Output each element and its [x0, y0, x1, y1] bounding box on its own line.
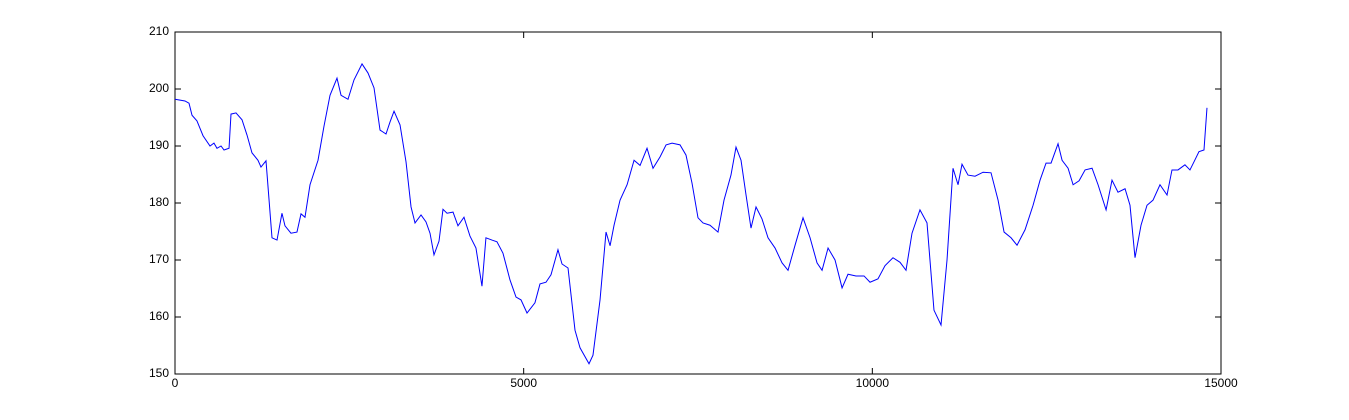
y-tick-label: 150 — [149, 366, 169, 380]
x-tick-label: 15000 — [1204, 376, 1238, 390]
y-tick-label: 180 — [149, 195, 169, 209]
x-tick-label: 10000 — [856, 376, 890, 390]
plot-area — [174, 31, 1222, 375]
y-tick-label: 200 — [149, 81, 169, 95]
y-tick-label: 160 — [149, 309, 169, 323]
x-tick-label: 0 — [172, 376, 179, 390]
y-tick-label: 190 — [149, 138, 169, 152]
x-tick-label: 5000 — [510, 376, 537, 390]
data-line — [174, 62, 1208, 365]
y-tick-label: 170 — [149, 252, 169, 266]
y-tick-label: 210 — [149, 24, 169, 38]
